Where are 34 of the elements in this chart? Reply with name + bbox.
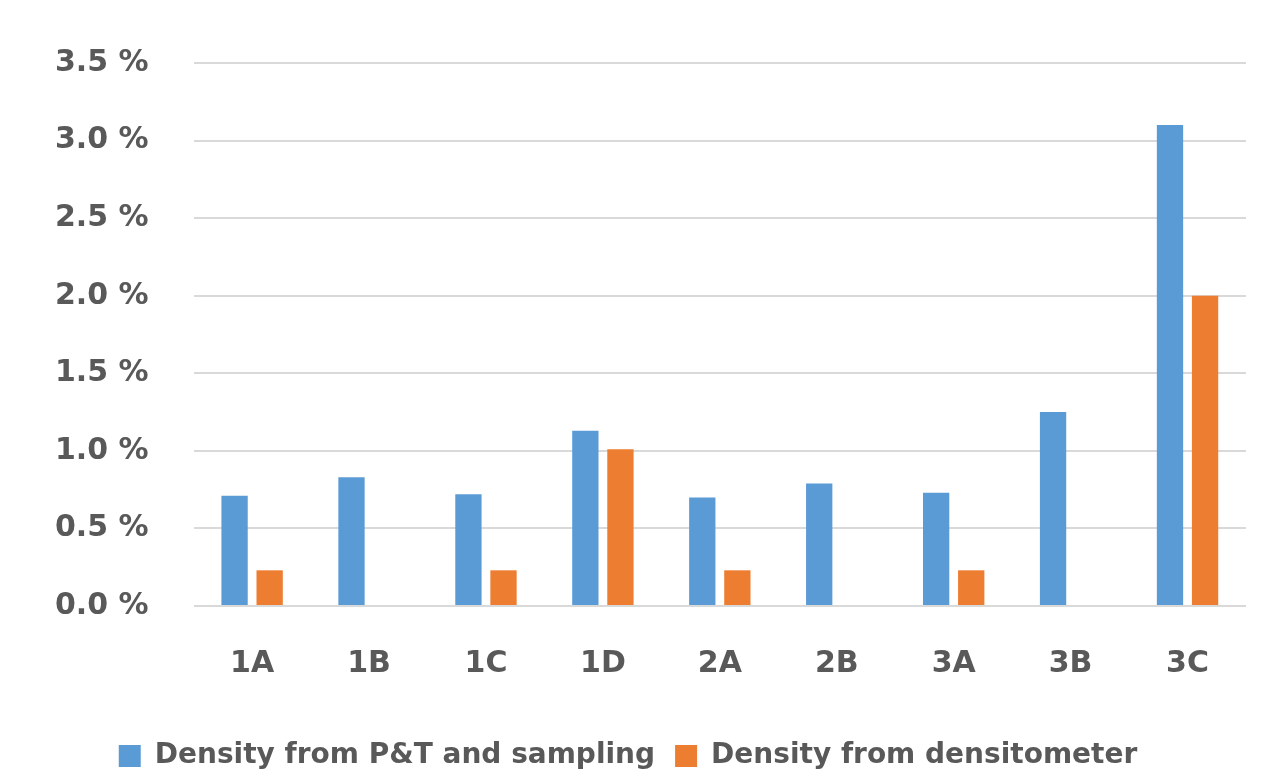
y-tick-label: 3.0 %	[54, 120, 149, 156]
x-tick-label: 3A	[931, 643, 977, 679]
y-tick-label: 0.0 %	[54, 585, 149, 621]
x-tick-label: 2B	[814, 643, 859, 679]
legend-label: Density from P&T and sampling	[154, 737, 656, 771]
x-tick-label: 1D	[580, 643, 626, 679]
bar	[1156, 125, 1184, 605]
y-tick-label: 2.0 %	[54, 275, 149, 311]
legend-label: Density from densitometer	[711, 737, 1138, 771]
x-tick-label: 1B	[347, 643, 391, 679]
bar	[338, 477, 365, 605]
y-tick-label: 1.5 %	[54, 353, 149, 389]
bar	[490, 570, 517, 605]
bar	[689, 497, 716, 605]
bar	[607, 449, 634, 605]
x-tick-label: 1A	[230, 643, 275, 679]
y-tick-label: 2.5 %	[54, 197, 149, 233]
bar	[256, 570, 283, 605]
y-tick-label: 0.5 %	[54, 508, 149, 544]
y-tick-label: 3.5 %	[54, 42, 149, 78]
bar	[1191, 295, 1219, 605]
bar	[724, 570, 751, 605]
bar	[806, 483, 833, 605]
bar	[572, 430, 599, 605]
bar	[455, 494, 482, 605]
x-tick-label: 3C	[1166, 643, 1209, 679]
bar	[221, 495, 248, 605]
x-tick-label: 3B	[1048, 643, 1093, 679]
bar	[922, 492, 950, 605]
bar	[958, 570, 985, 605]
y-tick-label: 1.0 %	[54, 430, 149, 466]
x-tick-label: 1C	[464, 643, 508, 679]
bar	[1039, 412, 1067, 605]
x-tick-label: 2A	[697, 643, 743, 679]
